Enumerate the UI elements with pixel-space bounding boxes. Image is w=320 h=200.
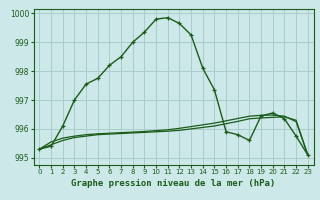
X-axis label: Graphe pression niveau de la mer (hPa): Graphe pression niveau de la mer (hPa) — [71, 179, 276, 188]
